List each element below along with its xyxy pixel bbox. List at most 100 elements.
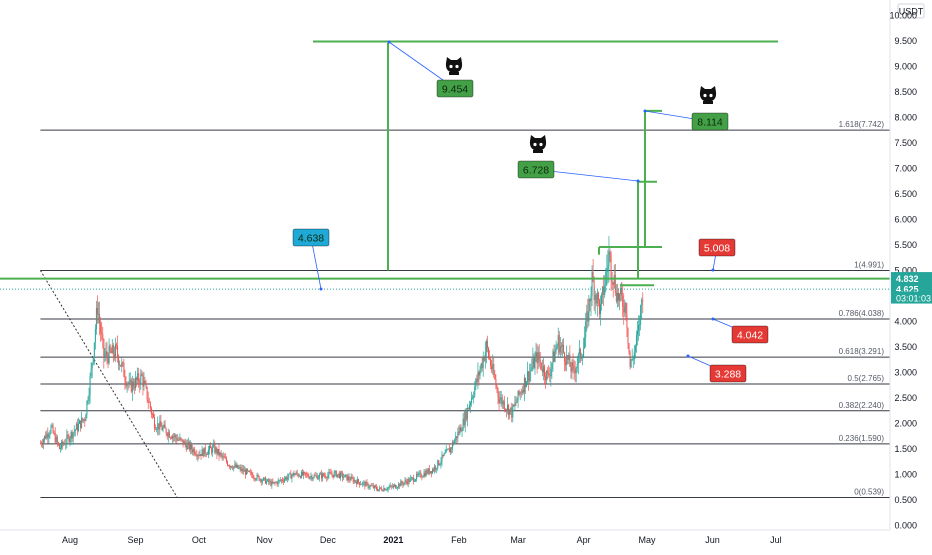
cat-icon-eye [455, 64, 459, 69]
candle-body [587, 311, 589, 322]
callout-box[interactable] [709, 364, 747, 383]
y-tick-label: 10.000 [889, 11, 917, 21]
candle-body [566, 355, 568, 366]
candle-body [303, 472, 305, 476]
candle-body [332, 474, 334, 478]
candle-body [416, 474, 418, 480]
candle-body [80, 420, 82, 428]
candle-body [200, 454, 202, 457]
candle-body [216, 448, 218, 454]
candle-body [244, 470, 246, 475]
y-tick-label: 5.000 [894, 266, 917, 276]
callout-box[interactable] [517, 160, 555, 179]
candle-body [540, 362, 542, 369]
candle-body [474, 386, 476, 396]
candle-body [447, 448, 449, 450]
candle-body [145, 383, 147, 387]
candle-body [602, 286, 604, 295]
candle-body [482, 357, 484, 368]
candle-body [193, 449, 195, 453]
candle-body [563, 344, 565, 353]
currency-badge[interactable] [897, 3, 925, 19]
candle-body [380, 487, 382, 489]
candle-body [479, 369, 481, 376]
candle-body [272, 481, 274, 484]
currency-label: USDT [899, 7, 924, 17]
candle-body [146, 386, 148, 400]
candle-body [430, 471, 432, 474]
candle-body [150, 408, 152, 414]
candle-body [212, 446, 214, 453]
candle-body [534, 357, 536, 369]
candle-body [487, 348, 489, 357]
candle-body [532, 357, 534, 368]
candle-body [205, 453, 207, 455]
candle-body [293, 472, 295, 476]
candle-body [379, 487, 381, 490]
candle-body [449, 447, 451, 453]
candle-body [495, 378, 497, 386]
candle-body [493, 363, 495, 375]
candle-body [473, 395, 475, 398]
callout-box[interactable] [436, 79, 474, 98]
callout-box[interactable] [698, 238, 736, 257]
candle-body [491, 365, 493, 370]
candle-body [233, 466, 235, 469]
candle-body [71, 432, 73, 439]
candle-body [560, 346, 562, 347]
candle-body [196, 454, 198, 457]
callout-value: 8.114 [697, 116, 723, 128]
candle-body [55, 437, 57, 443]
candle-body [72, 432, 74, 439]
candle-body [450, 447, 452, 449]
candle-body [503, 401, 505, 410]
callout-box[interactable] [731, 325, 769, 344]
fib-level-label: 0.5(2.765) [848, 374, 885, 383]
candle-body [181, 439, 183, 440]
candle-body [466, 407, 468, 420]
candle-body [359, 482, 361, 485]
candle-body [292, 472, 294, 476]
y-tick-label: 9.000 [894, 62, 917, 72]
candle-body [67, 434, 69, 436]
candle-body [319, 473, 321, 475]
candle-body [73, 431, 75, 433]
candle-body [548, 373, 550, 376]
callout-box[interactable] [691, 112, 729, 131]
candle-body [634, 345, 636, 352]
candle-body [243, 470, 245, 472]
candle-body [278, 480, 280, 481]
candle-body [606, 268, 608, 272]
callout-anchor-dot [319, 287, 323, 291]
candle-body [498, 396, 500, 403]
candle-body [458, 431, 460, 433]
candle-body [609, 251, 611, 255]
candle-body [478, 372, 480, 376]
drawings-layer: 9.454 8.114 6.728 4.638 5.008 4.042 3.288 [0, 40, 890, 383]
callout-anchor-dot [643, 109, 647, 113]
candle-body [366, 482, 368, 484]
candle-body [369, 485, 371, 488]
callout-anchor-dot [711, 268, 715, 272]
candle-body [370, 485, 372, 487]
candle-body [429, 471, 431, 474]
candle-body [427, 468, 429, 474]
candle-body [92, 357, 94, 364]
candle-body [249, 470, 251, 473]
candle-body [126, 383, 128, 386]
candle-body [542, 366, 544, 373]
y-tick-label: 7.000 [894, 164, 917, 174]
candle-body [336, 474, 338, 477]
candle-body [328, 472, 330, 476]
candle-body [326, 477, 328, 479]
candle-body [46, 433, 48, 439]
candle-body [393, 484, 395, 486]
candle-body [99, 314, 101, 324]
callout-box[interactable] [292, 228, 330, 247]
candle-body [96, 307, 98, 315]
cat-icon-body [533, 150, 543, 153]
y-tick-label: 1.000 [894, 470, 917, 480]
candle-body [505, 409, 507, 411]
